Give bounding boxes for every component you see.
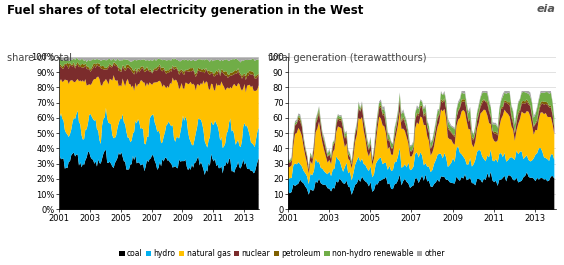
Text: eia: eia [537,4,556,14]
Text: Fuel shares of total electricity generation in the West: Fuel shares of total electricity generat… [7,4,364,17]
Text: share of total: share of total [7,53,72,63]
Legend: coal, hydro, natural gas, nuclear, petroleum, non-hydro renewable, other: coal, hydro, natural gas, nuclear, petro… [116,246,448,261]
Text: total generation (terawatthours): total generation (terawatthours) [268,53,426,63]
